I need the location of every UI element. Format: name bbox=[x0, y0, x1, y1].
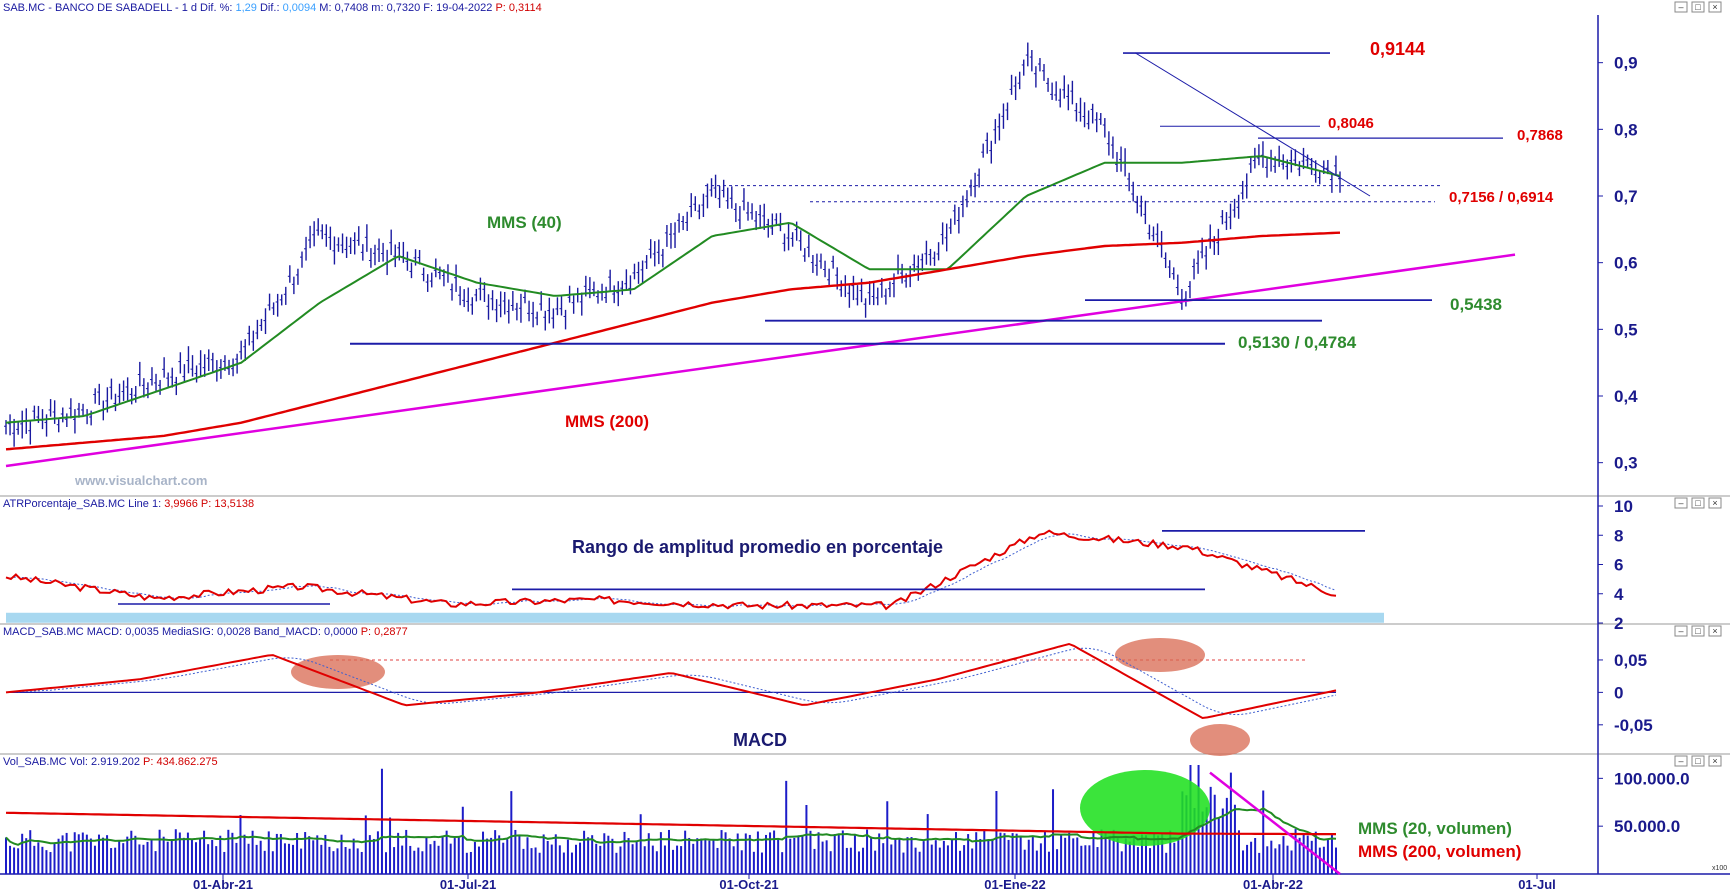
macd-panel-window-button-glyph: – bbox=[1678, 626, 1683, 636]
price-tick-label: 0,5 bbox=[1614, 320, 1638, 339]
price-panel-window-button bbox=[1691, 1, 1705, 13]
price-panel-window-button-glyph: – bbox=[1678, 2, 1683, 12]
price-panel-window-button-glyph: × bbox=[1712, 2, 1717, 12]
price-panel-window-button bbox=[1708, 1, 1722, 13]
x-tick-label: 01-Oct-21 bbox=[719, 877, 778, 892]
price-tick-label: 0,6 bbox=[1614, 254, 1638, 273]
atr-panel-header-bg bbox=[0, 496, 1730, 511]
macd-title: MACD bbox=[733, 730, 787, 750]
price-panel-header: SAB.MC - BANCO DE SABADELL - 1 d Dif. %:… bbox=[3, 2, 542, 14]
price-bars bbox=[4, 42, 1341, 447]
atr-tick-label: 6 bbox=[1614, 556, 1623, 575]
macd-panel-window-button bbox=[1691, 625, 1705, 637]
macd-panel-window-button-glyph: □ bbox=[1695, 626, 1701, 636]
macd-panel-window-button bbox=[1708, 625, 1722, 637]
atr-panel-window-button-glyph: □ bbox=[1695, 498, 1701, 508]
x-tick-label: 01-Abr-21 bbox=[193, 877, 253, 892]
volume-trend-line bbox=[1209, 771, 1341, 875]
macd-peak-highlight bbox=[1115, 638, 1205, 672]
volume-panel-window-button-glyph: – bbox=[1678, 756, 1683, 766]
volume-scale-tag: x100 bbox=[1712, 865, 1727, 872]
price-tick-label: 0,8 bbox=[1614, 120, 1638, 139]
atr-tick-label: 2 bbox=[1614, 614, 1623, 633]
atr-panel-window-button bbox=[1674, 497, 1688, 509]
price-panel-header-bg bbox=[0, 0, 1730, 15]
volume-panel-header: Vol_SAB.MC Vol: 2.919.202 P: 434.862.275 bbox=[3, 756, 218, 768]
atr-signal-line bbox=[5, 533, 1337, 607]
atr-panel-window-button bbox=[1708, 497, 1722, 509]
mms200-label: MMS (200) bbox=[565, 412, 649, 431]
volume-spike-highlight bbox=[1080, 770, 1210, 846]
volume-panel-window-button-glyph: × bbox=[1712, 756, 1717, 766]
volume-panel-window-button bbox=[1691, 755, 1705, 767]
mms40-label: MMS (40) bbox=[487, 213, 562, 232]
volume-mms200-line bbox=[5, 811, 1336, 836]
macd-line bbox=[5, 642, 1337, 720]
level-7868-label: 0,7868 bbox=[1517, 127, 1563, 144]
atr-panel-window-button-glyph: – bbox=[1678, 498, 1683, 508]
price-tick-label: 0,4 bbox=[1614, 387, 1638, 406]
macd-tick-label: -0,05 bbox=[1614, 716, 1653, 735]
price-tick-label: 0,3 bbox=[1614, 454, 1638, 473]
macd-signal-line bbox=[5, 647, 1337, 716]
volume-panel-header-bg bbox=[0, 754, 1730, 769]
macd-panel-window-button-glyph: × bbox=[1712, 626, 1717, 636]
atr-tick-label: 4 bbox=[1614, 585, 1624, 604]
macd-panel-header: MACD_SAB.MC MACD: 0,0035 MediaSIG: 0,002… bbox=[3, 626, 408, 638]
watermark: www.visualchart.com bbox=[74, 473, 207, 488]
volume-panel-window-button bbox=[1674, 755, 1688, 767]
atr-baseline-band bbox=[6, 612, 1384, 623]
price-tick-label: 0,9 bbox=[1614, 54, 1638, 73]
volume-panel-window-button-glyph: □ bbox=[1695, 756, 1701, 766]
level-5130-label: 0,5130 / 0,4784 bbox=[1238, 333, 1357, 352]
volume-mms20-label: MMS (20, volumen) bbox=[1358, 819, 1512, 838]
atr-tick-label: 8 bbox=[1614, 526, 1623, 545]
atr-panel-header: ATRPorcentaje_SAB.MC Line 1: 3,9966 P: 1… bbox=[3, 498, 254, 510]
level-8046-label: 0,8046 bbox=[1328, 115, 1374, 132]
atr-panel-window-button-glyph: × bbox=[1712, 498, 1717, 508]
price-panel-window-button bbox=[1674, 1, 1688, 13]
macd-trough-highlight bbox=[1190, 724, 1250, 756]
level-5438-label: 0,5438 bbox=[1450, 295, 1502, 314]
volume-tick-label: 100.000.0 bbox=[1614, 769, 1690, 788]
atr-panel-window-button bbox=[1691, 497, 1705, 509]
volume-mms200-label: MMS (200, volumen) bbox=[1358, 842, 1521, 861]
mms200-line bbox=[5, 231, 1341, 451]
x-tick-label: 01-Abr-22 bbox=[1243, 877, 1303, 892]
atr-title: Rango de amplitud promedio en porcentaje bbox=[572, 537, 943, 557]
descending-trendline bbox=[1134, 52, 1371, 197]
macd-panel-window-button bbox=[1674, 625, 1688, 637]
macd-panel-header-bg bbox=[0, 624, 1730, 639]
price-tick-label: 0,7 bbox=[1614, 187, 1638, 206]
volume-mms20-line bbox=[5, 807, 1337, 846]
volume-panel-window-button bbox=[1708, 755, 1722, 767]
volume-tick-label: 50.000.0 bbox=[1614, 817, 1680, 836]
level-9144-label: 0,9144 bbox=[1370, 39, 1425, 59]
mms40-line bbox=[5, 155, 1341, 424]
macd-tick-label: 0 bbox=[1614, 683, 1623, 702]
atr-tick-label: 10 bbox=[1614, 497, 1633, 516]
x-tick-label: 01-Ene-22 bbox=[984, 877, 1045, 892]
x-tick-label: 01-Jul-21 bbox=[440, 877, 496, 892]
x-tick-label: 01-Jul bbox=[1518, 877, 1556, 892]
macd-tick-label: 0,05 bbox=[1614, 651, 1647, 670]
level-7156-label: 0,7156 / 0,6914 bbox=[1449, 189, 1554, 206]
price-panel-window-button-glyph: □ bbox=[1695, 2, 1701, 12]
trend-line bbox=[5, 253, 1516, 468]
atr-line bbox=[5, 529, 1337, 611]
